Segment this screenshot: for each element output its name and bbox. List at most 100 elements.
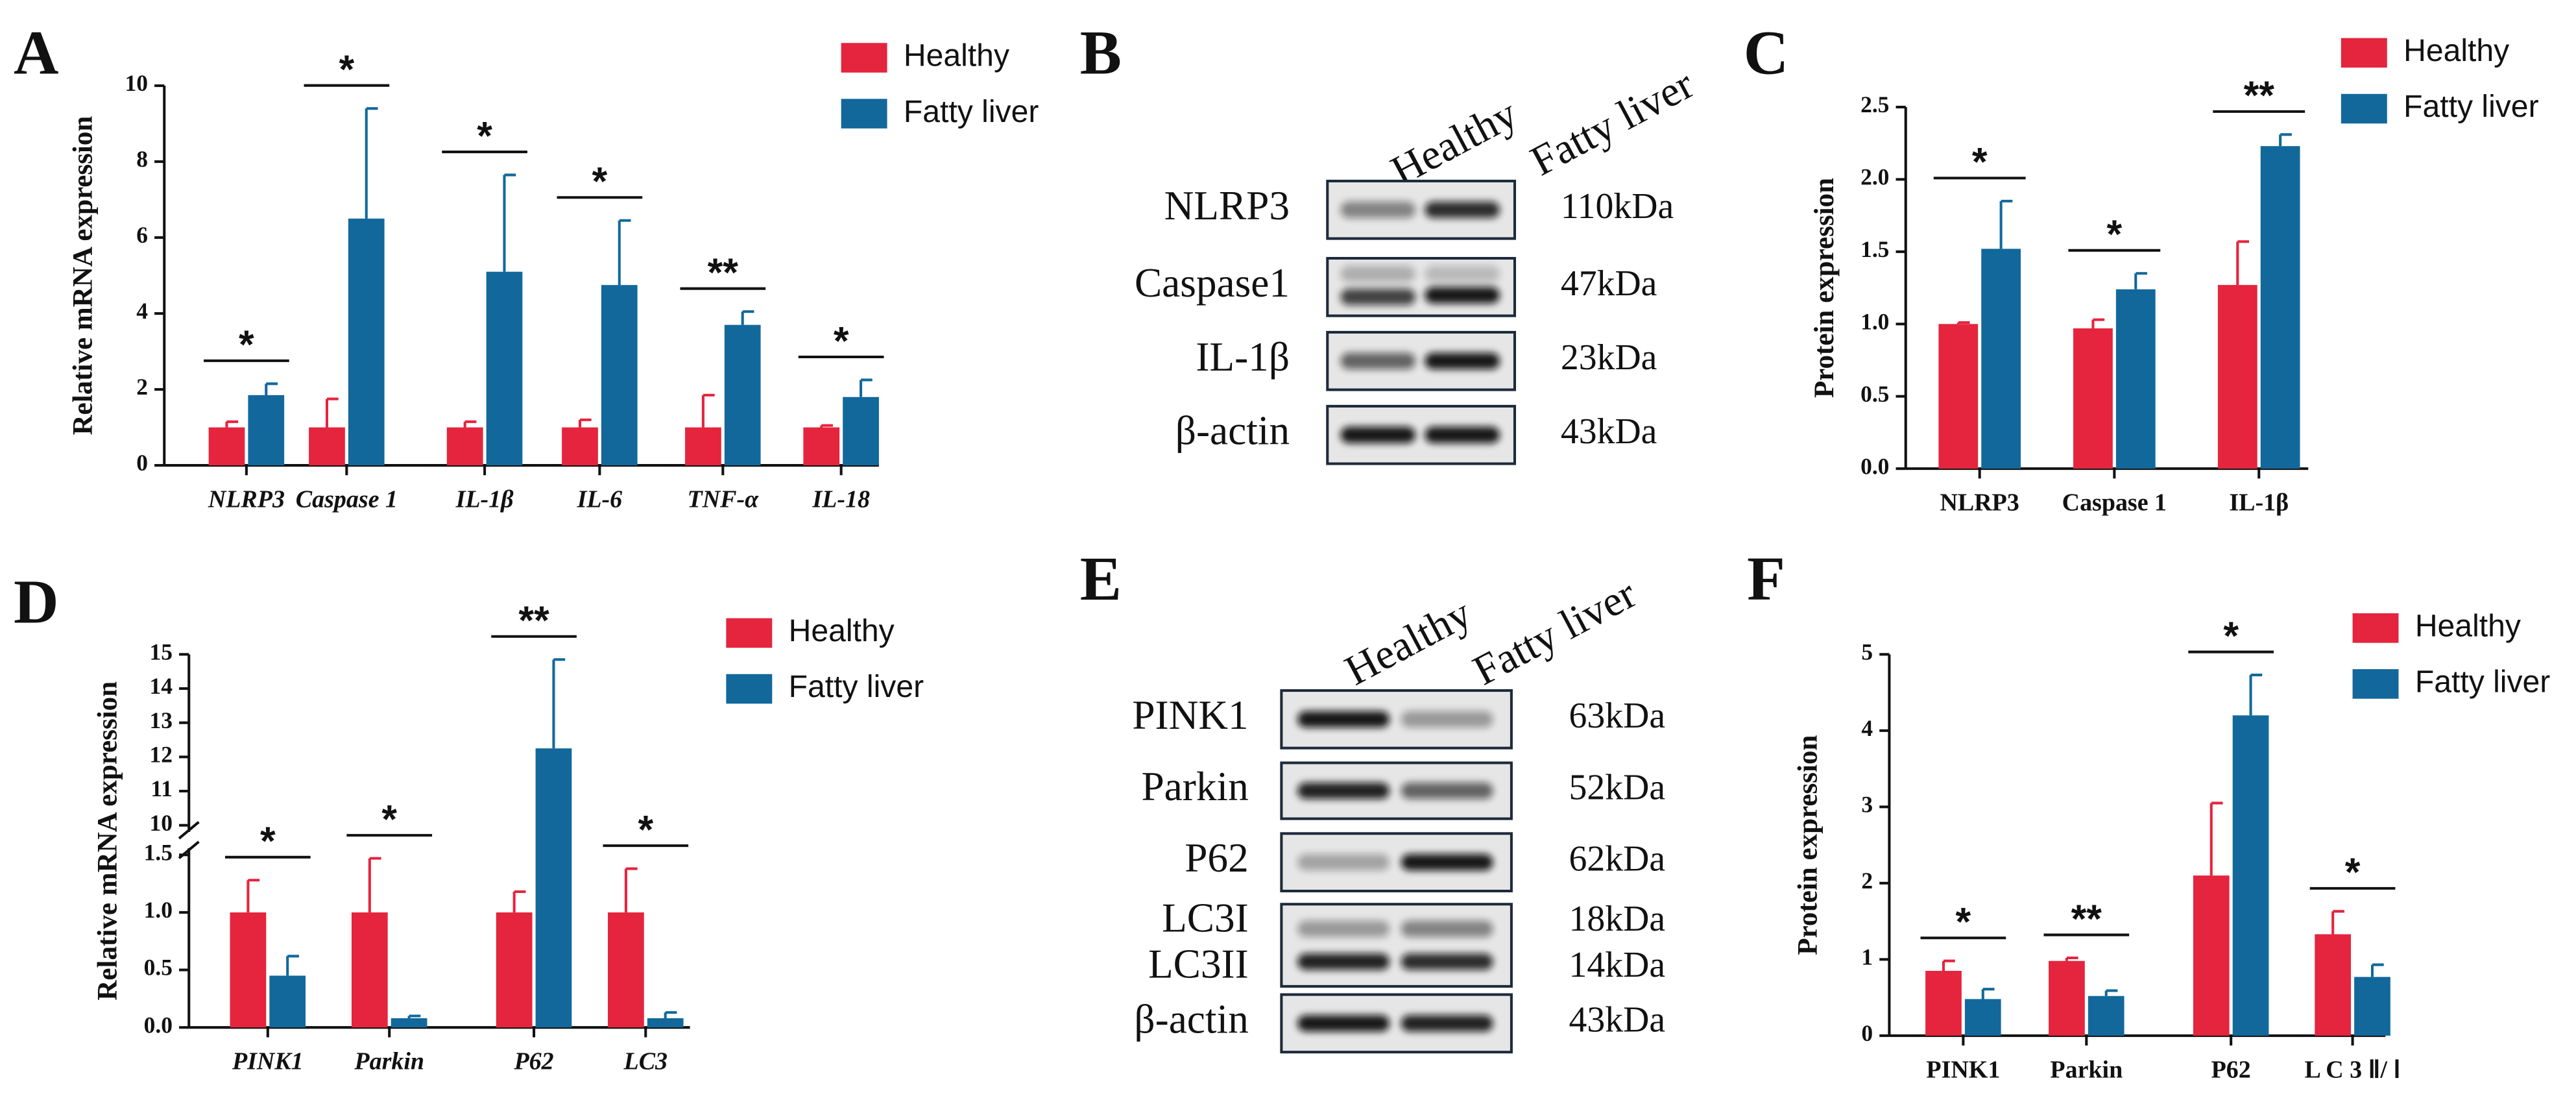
y-tick-label: 0 xyxy=(136,450,148,476)
blot-band xyxy=(1401,854,1493,871)
error-bar xyxy=(2370,963,2384,977)
bar xyxy=(2115,289,2156,469)
error-bar xyxy=(2249,674,2263,716)
blot-band xyxy=(1297,1015,1390,1032)
size-label: 63kDa xyxy=(1569,696,1666,736)
error-bar xyxy=(2209,801,2223,876)
bar xyxy=(446,427,483,466)
blot-band xyxy=(1340,426,1415,443)
x-tick-label: LC3 xyxy=(623,1048,668,1075)
significance-label: * xyxy=(339,47,355,92)
x-tick-label: Parkin xyxy=(354,1048,424,1075)
significance-label: * xyxy=(834,319,849,363)
size-label: 43kDa xyxy=(1569,1000,1666,1040)
y-tick-label: 12 xyxy=(149,741,172,767)
x-tick-label: NLRP3 xyxy=(208,486,285,513)
error-bar xyxy=(512,890,526,912)
y-tick-label: 0.5 xyxy=(1860,381,1889,407)
y-tick-label: 0.0 xyxy=(144,1012,173,1038)
error-bar xyxy=(463,420,477,428)
y-tick-label: 5 xyxy=(1861,639,1873,665)
axis-break xyxy=(178,821,200,840)
bar xyxy=(1938,324,1979,469)
x-tick-label: IL-1β xyxy=(455,486,514,513)
size-label: 110kDa xyxy=(1561,186,1674,226)
size-label: 18kDa xyxy=(1569,899,1666,939)
significance-label: * xyxy=(260,819,276,863)
bar xyxy=(230,912,267,1028)
y-axis-label: Protein expression xyxy=(1793,735,1824,955)
error-bar xyxy=(365,107,378,219)
bar xyxy=(843,397,879,466)
x-tick-label: IL-1β xyxy=(2229,489,2289,517)
size-label: 47kDa xyxy=(1561,263,1657,304)
legend-label: Healthy xyxy=(904,38,1009,73)
panel-letter: B xyxy=(1080,18,1122,88)
bar xyxy=(2217,285,2257,469)
error-bar xyxy=(225,420,239,428)
x-tick-label: NLRP3 xyxy=(1940,489,2019,517)
protein-label: LC3I xyxy=(1162,896,1249,941)
legend-swatch xyxy=(2341,38,2387,68)
y-tick-label: 2 xyxy=(1861,868,1873,894)
y-tick-label: 1.0 xyxy=(144,897,173,923)
bar xyxy=(535,748,572,1028)
y-axis-label: Protein expression xyxy=(1809,178,1840,398)
blot-box xyxy=(1280,903,1513,988)
significance-label: ** xyxy=(708,250,739,294)
bar xyxy=(601,285,638,466)
x-tick-label: IL-18 xyxy=(812,486,870,513)
bar xyxy=(2315,934,2352,1036)
y-axis-label: Relative mRNA expression xyxy=(68,116,99,435)
bar xyxy=(496,912,533,1028)
x-tick-label: PINK1 xyxy=(232,1048,304,1075)
blot-band xyxy=(1425,287,1500,304)
bar xyxy=(351,912,388,1028)
x-tick-label: L C 3 Ⅱ/ Ⅰ xyxy=(2305,1056,2401,1083)
bar xyxy=(1981,249,2021,469)
error-bar xyxy=(2065,956,2078,961)
legend-swatch xyxy=(841,99,887,128)
size-label: 52kDa xyxy=(1569,767,1666,807)
bar xyxy=(2232,715,2269,1036)
legend-label: Fatty liver xyxy=(2403,89,2539,124)
y-tick-label: 2.0 xyxy=(1860,164,1889,190)
bar xyxy=(248,395,285,466)
error-bar xyxy=(368,857,381,912)
bar xyxy=(803,427,840,466)
x-tick-label: P62 xyxy=(2211,1056,2251,1083)
y-tick-label: 4 xyxy=(1861,715,1873,741)
blot-band xyxy=(1401,711,1493,728)
blot-band xyxy=(1297,953,1390,970)
error-bar xyxy=(860,378,873,397)
blot-band xyxy=(1297,920,1390,937)
significance-label: * xyxy=(2223,613,2239,657)
error-bar xyxy=(624,867,638,912)
y-tick-label: 1.0 xyxy=(1860,308,1889,334)
significance-label: * xyxy=(1956,899,1971,944)
significance-label: * xyxy=(381,797,397,841)
protein-label: β-actin xyxy=(1134,996,1248,1042)
panel-letter: E xyxy=(1080,544,1122,613)
blot-band xyxy=(1340,265,1415,282)
y-tick-label: 0 xyxy=(1861,1020,1873,1046)
bar xyxy=(2354,977,2390,1036)
size-label: 43kDa xyxy=(1561,411,1657,452)
significance-label: * xyxy=(239,323,254,367)
protein-label: IL-1β xyxy=(1196,334,1290,380)
lane-label: Healthy xyxy=(1338,589,1479,694)
protein-label: NLRP3 xyxy=(1164,183,1290,228)
legend-swatch xyxy=(726,674,773,704)
error-bar xyxy=(552,658,566,749)
error-bar xyxy=(2279,133,2292,147)
protein-label: β-actin xyxy=(1175,408,1290,454)
panel-letter: F xyxy=(1747,544,1785,613)
panel-letter: A xyxy=(14,18,59,88)
significance-label: ** xyxy=(2071,896,2102,940)
error-bar xyxy=(2104,989,2118,996)
bar xyxy=(391,1018,427,1028)
